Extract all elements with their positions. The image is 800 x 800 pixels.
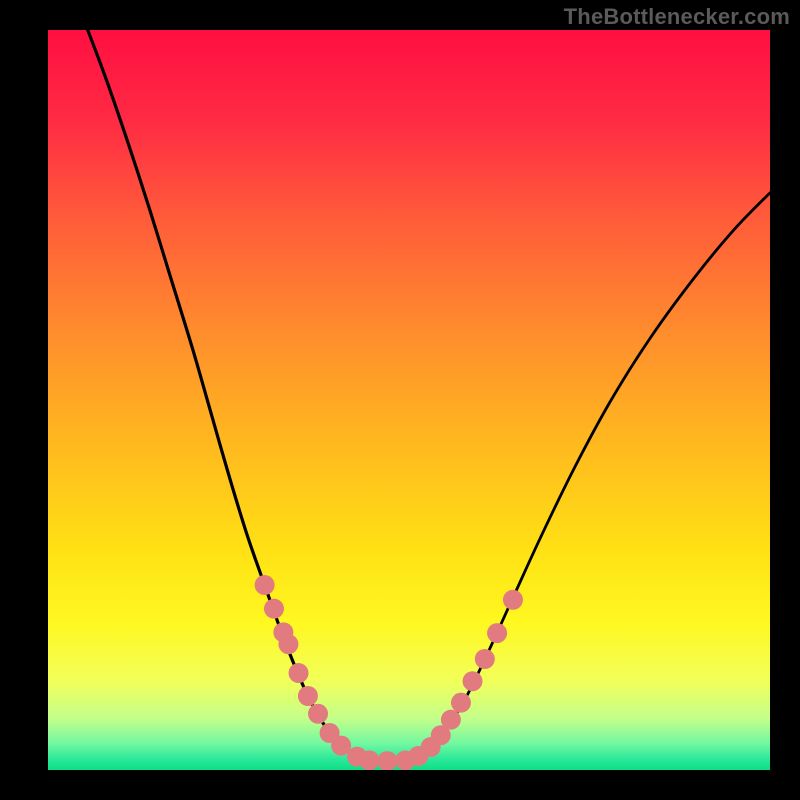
gradient-background xyxy=(48,30,770,770)
marker-right-cluster xyxy=(475,649,495,669)
marker-left-cluster xyxy=(255,575,275,595)
marker-left-cluster xyxy=(264,599,284,619)
marker-right-cluster xyxy=(441,710,461,730)
marker-left-cluster xyxy=(298,686,318,706)
chart-svg xyxy=(48,30,770,770)
marker-left-cluster xyxy=(308,704,328,724)
marker-valley-cluster xyxy=(359,750,379,770)
marker-right-cluster xyxy=(463,671,483,691)
marker-right-cluster xyxy=(503,590,523,610)
chart-canvas: TheBottlenecker.com xyxy=(0,0,800,800)
watermark-text: TheBottlenecker.com xyxy=(564,4,790,30)
marker-right-cluster xyxy=(487,623,507,643)
plot-area xyxy=(48,30,770,770)
marker-left-cluster xyxy=(278,634,298,654)
marker-left-cluster xyxy=(289,663,309,683)
marker-right-cluster xyxy=(451,693,471,713)
